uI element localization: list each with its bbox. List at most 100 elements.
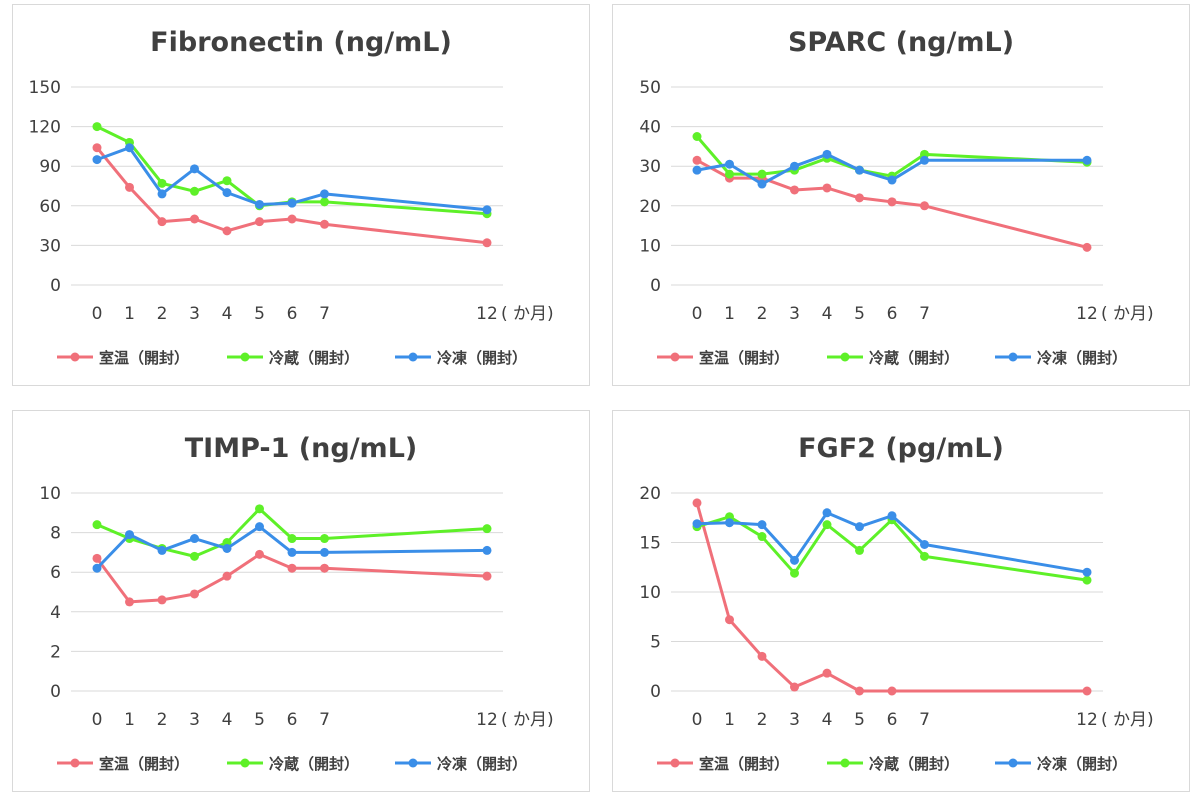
y-tick-label: 20 bbox=[639, 197, 661, 217]
chart-title: Fibronectin (ng/mL) bbox=[150, 27, 452, 58]
data-point-frozen bbox=[757, 520, 767, 530]
legend-marker-room-temp bbox=[70, 758, 80, 768]
data-point-frozen bbox=[1082, 567, 1092, 577]
y-tick-label: 4 bbox=[50, 603, 61, 623]
legend-label-room-temp: 室温（開封） bbox=[699, 755, 789, 773]
chart-title: TIMP-1 (ng/mL) bbox=[185, 433, 417, 464]
x-tick-label: 2 bbox=[157, 710, 168, 730]
y-tick-label: 30 bbox=[39, 236, 61, 256]
data-point-room-temp bbox=[255, 549, 264, 559]
legend-marker-room-temp bbox=[670, 352, 680, 362]
y-tick-label: 0 bbox=[50, 276, 61, 296]
legend-marker-frozen bbox=[408, 758, 418, 768]
data-point-room-temp bbox=[887, 197, 897, 207]
x-tick-label: 12 bbox=[476, 304, 498, 324]
legend-label-room-temp: 室温（開封） bbox=[699, 349, 789, 367]
data-point-refrigerated bbox=[190, 551, 199, 561]
data-point-room-temp bbox=[887, 686, 897, 696]
x-axis-unit: ( か月) bbox=[1101, 710, 1154, 730]
x-tick-label: 0 bbox=[92, 304, 103, 324]
chart-panel-fibronectin: Fibronectin (ng/mL) 0 30 60 90 120 150 0 1 2 3 4 5 6 7… bbox=[12, 4, 590, 386]
chart-title: SPARC (ng/mL) bbox=[788, 27, 1014, 58]
data-point-room-temp bbox=[92, 143, 102, 153]
data-point-room-temp bbox=[692, 155, 702, 165]
data-point-refrigerated bbox=[287, 534, 297, 544]
legend-marker-refrigerated bbox=[840, 352, 850, 362]
y-tick-label: 50 bbox=[639, 78, 661, 98]
data-point-refrigerated bbox=[157, 178, 167, 188]
x-axis-unit: ( か月) bbox=[501, 304, 554, 324]
data-point-room-temp bbox=[482, 571, 492, 581]
data-point-frozen bbox=[855, 165, 864, 175]
y-tick-label: 8 bbox=[50, 524, 61, 544]
data-point-frozen bbox=[190, 534, 199, 544]
x-axis-unit: ( か月) bbox=[501, 710, 554, 730]
x-tick-label: 12 bbox=[476, 710, 498, 730]
legend-label-room-temp: 室温（開封） bbox=[99, 349, 189, 367]
x-tick-label: 2 bbox=[757, 304, 768, 324]
data-point-room-temp bbox=[320, 563, 329, 573]
y-tick-label: 90 bbox=[39, 157, 61, 177]
legend-label-room-temp: 室温（開封） bbox=[99, 755, 189, 773]
x-tick-label: 1 bbox=[124, 710, 135, 730]
y-tick-label: 0 bbox=[650, 276, 661, 296]
data-point-frozen bbox=[287, 547, 297, 557]
x-tick-label: 4 bbox=[222, 710, 233, 730]
legend-label-refrigerated: 冷蔵（開封） bbox=[269, 349, 359, 367]
data-point-frozen bbox=[725, 518, 734, 528]
legend-label-refrigerated: 冷蔵（開封） bbox=[269, 755, 359, 773]
data-point-room-temp bbox=[255, 217, 264, 227]
x-tick-label: 12 bbox=[1076, 710, 1098, 730]
data-point-room-temp bbox=[822, 183, 832, 193]
x-tick-label: 5 bbox=[854, 710, 865, 730]
legend-marker-frozen bbox=[1008, 758, 1018, 768]
x-tick-label: 12 bbox=[1076, 304, 1098, 324]
data-point-refrigerated bbox=[822, 520, 832, 530]
data-point-refrigerated bbox=[92, 520, 102, 530]
data-point-refrigerated bbox=[1082, 575, 1092, 585]
y-tick-label: 0 bbox=[50, 682, 61, 702]
legend-marker-refrigerated bbox=[840, 758, 850, 768]
x-tick-label: 0 bbox=[92, 710, 103, 730]
data-point-refrigerated bbox=[190, 186, 199, 196]
x-tick-label: 3 bbox=[789, 304, 800, 324]
data-point-frozen bbox=[822, 508, 832, 518]
data-point-refrigerated bbox=[855, 545, 864, 555]
chart-title: FGF2 (pg/mL) bbox=[798, 433, 1004, 464]
legend-marker-frozen bbox=[408, 352, 418, 362]
data-point-frozen bbox=[320, 189, 329, 199]
data-point-frozen bbox=[725, 159, 734, 169]
x-tick-label: 4 bbox=[822, 710, 833, 730]
x-tick-label: 3 bbox=[789, 710, 800, 730]
x-tick-label: 6 bbox=[887, 304, 898, 324]
data-point-frozen bbox=[692, 519, 702, 529]
x-tick-label: 3 bbox=[189, 304, 200, 324]
data-point-room-temp bbox=[790, 185, 799, 195]
data-point-room-temp bbox=[1082, 686, 1092, 696]
legend-label-frozen: 冷凍（開封） bbox=[1037, 349, 1127, 367]
data-point-frozen bbox=[222, 543, 232, 553]
y-tick-label: 120 bbox=[29, 118, 61, 138]
y-tick-label: 5 bbox=[650, 633, 661, 653]
data-point-room-temp bbox=[1082, 242, 1092, 252]
y-tick-label: 30 bbox=[639, 157, 661, 177]
data-point-frozen bbox=[757, 179, 767, 189]
data-point-room-temp bbox=[92, 553, 102, 563]
data-point-frozen bbox=[887, 175, 897, 185]
data-point-frozen bbox=[157, 189, 167, 199]
x-tick-label: 1 bbox=[124, 304, 135, 324]
data-point-room-temp bbox=[482, 238, 492, 248]
data-point-frozen bbox=[920, 539, 929, 549]
x-tick-label: 7 bbox=[919, 710, 930, 730]
x-tick-label: 5 bbox=[854, 304, 865, 324]
data-point-room-temp bbox=[190, 214, 199, 224]
x-tick-label: 0 bbox=[692, 304, 703, 324]
data-point-room-temp bbox=[725, 615, 734, 625]
data-point-room-temp bbox=[822, 668, 832, 678]
data-point-refrigerated bbox=[920, 551, 929, 561]
legend-label-frozen: 冷凍（開封） bbox=[437, 349, 527, 367]
